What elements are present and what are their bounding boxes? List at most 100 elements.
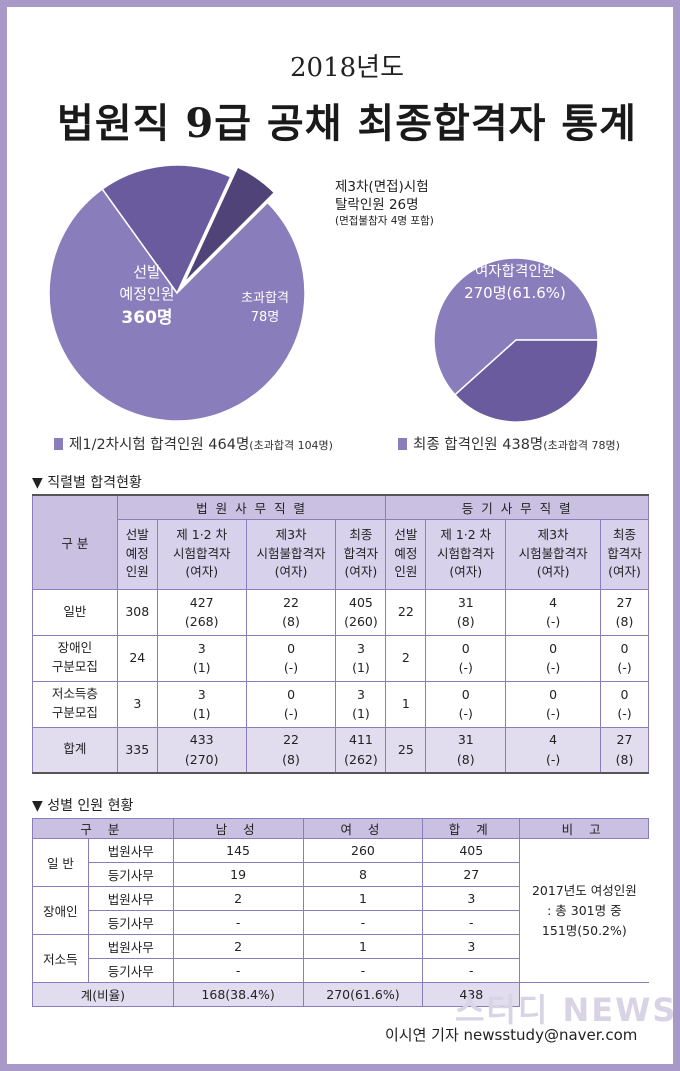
table-cell: 22 <box>385 588 427 636</box>
header-total: 합 계 <box>422 818 521 839</box>
total-cell: 168(38.4%) <box>172 982 304 1007</box>
cell-value: 31 <box>457 732 474 748</box>
total-row: 계(비율) 168(38.4%) 270(61.6%) 438 <box>32 982 649 1007</box>
cell-female-value: (8) <box>456 751 475 767</box>
sub-category: 법원사무 <box>87 886 174 911</box>
excess-label-value: 78명 <box>250 309 280 325</box>
excess-label-line1: 초과합격 <box>241 291 289 306</box>
header-note: 비 고 <box>519 818 649 839</box>
cell-value: 308 <box>125 604 150 620</box>
row-label: 저소득층 구분모집 <box>32 680 118 728</box>
table-cell: 411 (262) <box>335 726 387 774</box>
table-cell: 260 <box>302 838 424 863</box>
table-cell: 2 <box>172 934 304 959</box>
cell-female-value: (8) <box>615 751 634 767</box>
sub-category: 등기사무 <box>87 862 174 887</box>
cell-value: 0 <box>549 640 558 656</box>
table-cell: 31 (8) <box>425 588 507 636</box>
pie-slice-selection <box>48 187 306 422</box>
legend-swatch <box>54 438 63 450</box>
header-category: 구 분 <box>32 494 118 590</box>
cell-value: 433 <box>189 732 214 748</box>
sub-category: 법원사무 <box>87 934 174 959</box>
slice-label-dropped: 제3차(면접)시험 탈락인원 26명 (면접불참자 4명 포함) <box>335 178 434 229</box>
column-header: 제 1·2 차 시험합격자 (여자) <box>425 518 507 590</box>
column-header-line: 인원 <box>125 564 149 580</box>
column-header-line: 선발 <box>394 526 418 542</box>
note-line: 151명(50.2%) <box>541 922 627 938</box>
table-cell: 3 (1) <box>335 680 387 728</box>
table-cell: 27 (8) <box>600 588 649 636</box>
table-row: 일 반 법원사무 145 260 405 2017년도 여성인원: 총 301명 중 151… <box>32 838 649 983</box>
cell-value: 3 <box>356 640 365 656</box>
empty-cell <box>519 982 649 1007</box>
table-cell: 3 (1) <box>156 680 247 728</box>
table-cell: 405 (260) <box>335 588 387 636</box>
table-cell: 19 <box>172 862 304 887</box>
section-title-by-track: ▼ 직렬별 합격현황 <box>32 475 142 491</box>
dropped-label-line2: 탈락인원 26명 <box>335 197 419 214</box>
column-header-line: (여자) <box>185 564 219 580</box>
cell-value: 0 <box>287 686 296 702</box>
table-cell: 308 <box>116 588 158 636</box>
column-header-line: 시험불합격자 <box>518 545 588 561</box>
column-header: 제3차 시험불합격자 (여자) <box>505 518 601 590</box>
cell-female-value: (8) <box>282 614 300 629</box>
table-cell: 31 (8) <box>425 726 507 774</box>
header-category: 구 분 <box>32 818 174 839</box>
column-header-line: (여자) <box>274 564 308 580</box>
column-header-line: 시험불합격자 <box>256 545 326 561</box>
legend-note: (초과합격 78명) <box>543 439 620 452</box>
cell-value: 22 <box>397 604 414 620</box>
table-cell: 1 <box>302 886 424 911</box>
cell-value: 427 <box>189 594 214 610</box>
column-header-line: (여자) <box>344 564 378 580</box>
table-cell: 0 (-) <box>425 680 507 728</box>
slice-label-women: 여자합격인원 270명(61.6%) <box>435 262 595 305</box>
cell-value: 0 <box>620 686 629 702</box>
table-cell: - <box>422 958 521 983</box>
cell-value: 4 <box>549 732 558 748</box>
slice-label-excess: 초과합격 78명 <box>225 290 305 328</box>
table-cell: 8 <box>302 862 424 887</box>
pie-slice-dropped <box>183 165 276 284</box>
column-header-line: (여자) <box>449 564 483 580</box>
sub-category: 법원사무 <box>87 838 174 863</box>
group-label: 장애인 <box>32 886 89 935</box>
table-cell: 3 (1) <box>156 634 247 682</box>
cell-female-value: (-) <box>545 751 561 767</box>
cell-female-value: (-) <box>283 706 299 721</box>
cell-value: 335 <box>125 742 150 758</box>
column-header-line: 예정 <box>125 545 149 561</box>
slice-label-main: 선발 예정인원 360명 <box>72 262 222 330</box>
table-row: 장애인 구분모집 24 3 (1) 0 (-) 3 (1) 2 0 (-) 0 (-) 0 (-) <box>32 634 649 682</box>
pie-slice-women <box>433 257 599 396</box>
table-cell: 27 <box>422 862 521 887</box>
table-row: 장애인 법원사무 2 1 3 <box>32 886 649 935</box>
main-label-line2: 예정인원 <box>119 284 175 303</box>
column-header-line: 제3차 <box>537 526 569 542</box>
main-label-value: 360명 <box>121 307 173 328</box>
table-cell: 405 <box>422 838 521 863</box>
column-header: 제 1·2 차 시험합격자 (여자) <box>156 518 247 590</box>
table-cell: - <box>302 910 424 935</box>
table-cell: 0 (-) <box>600 680 649 728</box>
table-cell: 4 (-) <box>505 726 601 774</box>
table-row: 등기사무 19 8 27 <box>33 862 649 887</box>
table-cell: 335 <box>116 726 158 774</box>
cell-female-value: (-) <box>458 706 473 721</box>
column-header-line: (여자) <box>608 564 641 580</box>
header-female: 여 성 <box>302 818 424 839</box>
total-cell: 438 <box>422 982 521 1007</box>
cell-value: 0 <box>620 640 629 656</box>
legend-swatch <box>398 438 407 450</box>
legend-note: (초과합격 104명) <box>249 439 333 452</box>
byline: 이시연 기자 newsstudy@naver.com <box>385 1026 638 1044</box>
table-cell: 2 <box>385 634 427 682</box>
table-cell: 0 (-) <box>505 634 601 682</box>
table-cell: 3 <box>422 886 521 911</box>
cell-female-value: (270) <box>184 751 219 767</box>
cell-female-value: (268) <box>184 614 219 629</box>
table-row: 일반 308 427 (268) 22 (8) 405 (260) 22 31 (8) 4 (-) 27(… <box>32 588 649 636</box>
page-title: 법원직 9급 공채 최종합격자 통계 <box>57 100 637 147</box>
